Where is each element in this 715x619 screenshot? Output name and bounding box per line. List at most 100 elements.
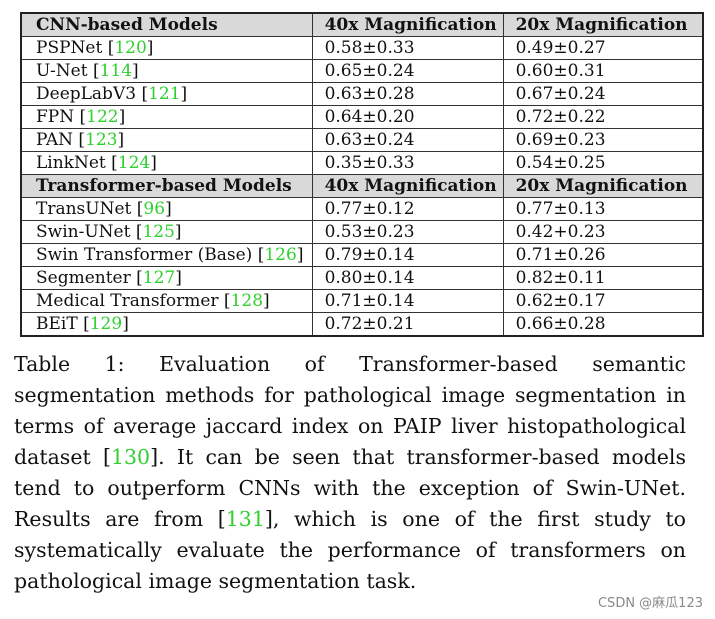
score-20x-cell: 0.77±0.13 (502, 197, 704, 221)
model-name: BEiT (36, 314, 78, 334)
citation-bracket: ] (132, 61, 139, 81)
model-name: U-Net (36, 61, 88, 81)
table-row: Swin Transformer (Base) [126] 0.79±0.14 0.… (20, 243, 704, 267)
table-row: LinkNet [124] 0.35±0.33 0.54±0.25 (20, 151, 704, 175)
citation-link[interactable]: 125 (142, 222, 175, 242)
model-cell: DeepLabV3 [121] (20, 82, 313, 106)
model-name: FPN (36, 107, 75, 127)
score-40x-cell: 0.53±0.23 (311, 220, 504, 244)
column-header-model-group: CNN-based Models (20, 12, 313, 37)
table-row: TransUNet [96] 0.77±0.12 0.77±0.13 (20, 197, 704, 221)
model-name: Swin Transformer (Base) (36, 245, 253, 265)
citation-bracket: ] (175, 268, 182, 288)
model-name: DeepLabV3 (36, 84, 137, 104)
citation-bracket: ] (118, 107, 126, 127)
citation-link[interactable]: 114 (99, 61, 133, 81)
model-name: Medical Transformer (36, 291, 219, 311)
model-cell: BEiT [129] (20, 312, 313, 337)
citation-link[interactable]: 130 (110, 445, 151, 469)
caption-text: Table 1: Evaluation of Transformer-based… (14, 352, 686, 469)
score-40x-cell: 0.58±0.33 (311, 36, 504, 60)
citation-bracket: ] (146, 38, 154, 58)
score-40x-cell: 0.63±0.28 (311, 82, 504, 106)
results-table: CNN-based Models 40x Magnification 20x Mag… (20, 12, 704, 337)
score-40x-cell: 0.65±0.24 (311, 59, 504, 83)
table-row: Swin-UNet [125] 0.53±0.23 0.42+0.23 (20, 220, 704, 244)
score-20x-cell: 0.72±0.22 (502, 105, 704, 129)
citation-bracket: [ (87, 61, 100, 81)
model-name: Segmenter (36, 268, 131, 288)
citation-bracket: ] (180, 84, 188, 104)
caption-text: ], which is one of the first study to sy… (14, 507, 686, 593)
model-cell: Segmenter [127] (20, 266, 313, 290)
citation-link[interactable]: 124 (117, 153, 151, 173)
section-header-row: CNN-based Models 40x Magnification 20x Mag… (20, 12, 704, 37)
model-name: Swin-UNet (36, 222, 131, 242)
table-row: PAN [123] 0.63±0.24 0.69±0.23 (20, 128, 704, 152)
section-header-row: Transformer-based Models 40x Magnificatio… (20, 174, 704, 198)
citation-link[interactable]: 131 (225, 507, 265, 531)
column-header-magnification: 40x Magnification (311, 12, 504, 37)
score-40x-cell: 0.79±0.14 (311, 243, 504, 267)
model-name: PAN (36, 130, 74, 150)
column-header-model-group: Transformer-based Models (20, 174, 313, 198)
citation-bracket: ] (165, 199, 172, 219)
citation-bracket: ] (263, 291, 270, 311)
citation-bracket: [ (73, 130, 86, 150)
model-cell: Swin-UNet [125] (20, 220, 313, 244)
model-name: PSPNet (36, 38, 103, 58)
table-row: DeepLabV3 [121] 0.63±0.28 0.67±0.24 (20, 82, 704, 106)
score-20x-cell: 0.60±0.31 (502, 59, 704, 83)
score-40x-cell: 0.35±0.33 (311, 151, 504, 175)
table-row: PSPNet [120] 0.58±0.33 0.49±0.27 (20, 36, 704, 60)
citation-link[interactable]: 96 (143, 199, 166, 219)
score-20x-cell: 0.62±0.17 (502, 289, 704, 313)
caption-text: ]. It can be seen that transformer-based… (14, 445, 686, 531)
column-header-magnification: 20x Magnification (502, 174, 704, 198)
citation-bracket: [ (77, 314, 90, 334)
model-cell: U-Net [114] (20, 59, 313, 83)
model-cell: Medical Transformer [128] (20, 289, 313, 313)
citation-bracket: [ (130, 222, 143, 242)
citation-bracket: ] (117, 130, 125, 150)
citation-bracket: ] (122, 314, 129, 334)
model-name: TransUNet (36, 199, 132, 219)
score-40x-cell: 0.64±0.20 (311, 105, 504, 129)
citation-link[interactable]: 123 (85, 130, 118, 150)
citation-bracket: [ (131, 199, 144, 219)
score-40x-cell: 0.63±0.24 (311, 128, 504, 152)
column-header-magnification: 20x Magnification (502, 12, 704, 37)
citation-link[interactable]: 122 (86, 107, 119, 127)
model-cell: LinkNet [124] (20, 151, 313, 175)
model-cell: FPN [122] (20, 105, 313, 129)
citation-bracket: [ (252, 245, 265, 265)
score-40x-cell: 0.77±0.12 (311, 197, 504, 221)
score-20x-cell: 0.54±0.25 (502, 151, 704, 175)
citation-bracket: [ (74, 107, 87, 127)
citation-link[interactable]: 126 (264, 245, 297, 265)
score-20x-cell: 0.71±0.26 (502, 243, 704, 267)
score-40x-cell: 0.80±0.14 (311, 266, 504, 290)
citation-bracket: [ (130, 268, 143, 288)
table-row: Medical Transformer [128] 0.71±0.14 0.62±0… (20, 289, 704, 313)
score-20x-cell: 0.66±0.28 (502, 312, 704, 337)
model-cell: TransUNet [96] (20, 197, 313, 221)
score-20x-cell: 0.42+0.23 (502, 220, 704, 244)
citation-link[interactable]: 127 (142, 268, 176, 288)
citation-bracket: ] (296, 245, 304, 265)
score-20x-cell: 0.49±0.27 (502, 36, 704, 60)
score-40x-cell: 0.72±0.21 (311, 312, 504, 337)
citation-bracket: ] (150, 153, 157, 173)
citation-link[interactable]: 120 (114, 38, 147, 58)
citation-bracket: [ (218, 291, 231, 311)
citation-link[interactable]: 128 (230, 291, 264, 311)
table-row: BEiT [129] 0.72±0.21 0.66±0.28 (20, 312, 704, 337)
column-header-magnification: 40x Magnification (311, 174, 504, 198)
citation-bracket: ] (174, 222, 182, 242)
citation-link[interactable]: 129 (89, 314, 123, 334)
score-20x-cell: 0.67±0.24 (502, 82, 704, 106)
citation-link[interactable]: 121 (148, 84, 181, 104)
score-40x-cell: 0.71±0.14 (311, 289, 504, 313)
score-20x-cell: 0.69±0.23 (502, 128, 704, 152)
table-row: FPN [122] 0.64±0.20 0.72±0.22 (20, 105, 704, 129)
